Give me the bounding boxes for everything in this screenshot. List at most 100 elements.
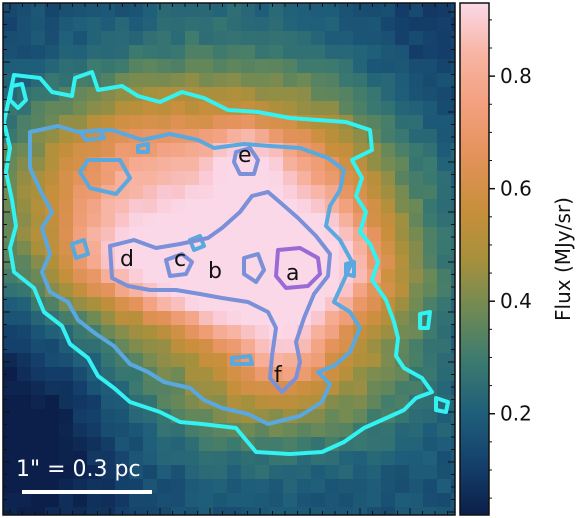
image-pixel	[17, 451, 32, 466]
image-pixel	[227, 129, 242, 144]
image-pixel	[59, 199, 74, 214]
image-pixel	[87, 59, 102, 74]
image-pixel	[213, 45, 228, 60]
contour-middle	[28, 124, 362, 426]
image-pixel	[115, 199, 130, 214]
image-pixel	[213, 381, 228, 396]
image-pixel	[255, 479, 270, 494]
image-pixel	[17, 381, 32, 396]
contour-core	[274, 246, 322, 290]
image-pixel	[409, 73, 424, 88]
image-pixel	[423, 465, 438, 480]
image-pixel	[339, 101, 354, 116]
image-pixel	[423, 73, 438, 88]
image-pixel	[381, 31, 396, 46]
image-pixel	[437, 367, 452, 382]
image-pixel	[171, 157, 186, 172]
image-pixel	[87, 241, 102, 256]
image-pixel	[59, 101, 74, 116]
image-pixel	[423, 255, 438, 270]
image-pixel	[185, 479, 200, 494]
image-pixel	[213, 353, 228, 368]
image-pixel	[381, 339, 396, 354]
image-pixel	[241, 3, 256, 18]
image-pixel	[101, 3, 116, 18]
image-pixel	[381, 143, 396, 158]
image-pixel	[185, 395, 200, 410]
scale-bar-label: 1" = 0.3 pc	[16, 457, 141, 482]
image-pixel	[255, 493, 270, 508]
image-pixel	[3, 17, 18, 32]
image-pixel	[423, 87, 438, 102]
image-pixel	[199, 507, 214, 515]
image-pixel	[59, 227, 74, 242]
image-pixel	[129, 17, 144, 32]
image-pixel	[115, 31, 130, 46]
image-pixel	[437, 325, 452, 340]
source-label-c: c	[174, 247, 186, 272]
image-pixel	[115, 311, 130, 326]
image-pixel	[31, 311, 46, 326]
image-pixel	[143, 227, 158, 242]
image-pixel	[17, 59, 32, 74]
image-pixel	[87, 17, 102, 32]
image-pixel	[353, 479, 368, 494]
image-pixel	[283, 73, 298, 88]
image-pixel	[451, 31, 455, 46]
image-pixel	[143, 73, 158, 88]
image-pixel	[367, 381, 382, 396]
image-pixel	[73, 283, 88, 298]
image-pixel	[339, 199, 354, 214]
image-pixel	[199, 31, 214, 46]
image-pixel	[45, 171, 60, 186]
image-pixel	[423, 339, 438, 354]
image-pixel	[339, 3, 354, 18]
image-pixel	[59, 3, 74, 18]
image-pixel	[381, 101, 396, 116]
image-pixel	[381, 381, 396, 396]
image-pixel	[101, 129, 116, 144]
source-label-d: d	[120, 247, 134, 272]
image-pixel	[157, 353, 172, 368]
image-pixel	[255, 3, 270, 18]
contour-inner-blob	[232, 146, 260, 176]
image-pixel	[129, 311, 144, 326]
image-pixel	[311, 185, 326, 200]
image-pixel	[325, 171, 340, 186]
image-pixel	[199, 409, 214, 424]
image-pixel	[451, 311, 455, 326]
image-pixel	[101, 45, 116, 60]
image-pixel	[157, 339, 172, 354]
image-pixel	[199, 171, 214, 186]
image-pixel	[409, 101, 424, 116]
image-pixel	[157, 297, 172, 312]
image-pixel	[269, 437, 284, 452]
image-pixel	[115, 213, 130, 228]
image-pixel	[45, 507, 60, 515]
image-pixel	[227, 213, 242, 228]
image-pixel	[143, 493, 158, 508]
image-pixel	[353, 339, 368, 354]
image-pixel	[269, 507, 284, 515]
image-pixel	[311, 213, 326, 228]
image-pixel	[255, 395, 270, 410]
colorbar-tick-label: 0.4	[500, 289, 532, 313]
image-pixel	[199, 59, 214, 74]
image-pixel	[297, 479, 312, 494]
image-pixel	[115, 479, 130, 494]
image-pixel	[283, 339, 298, 354]
image-pixel	[395, 241, 410, 256]
image-pixel	[143, 185, 158, 200]
image-pixel	[367, 87, 382, 102]
image-pixel	[283, 101, 298, 116]
image-pixel	[451, 479, 455, 494]
image-pixel	[311, 45, 326, 60]
image-pixel	[437, 87, 452, 102]
image-pixel	[437, 59, 452, 74]
image-pixel	[3, 409, 18, 424]
image-pixel	[59, 17, 74, 32]
image-pixel	[311, 59, 326, 74]
image-pixel	[409, 507, 424, 515]
image-pixel	[213, 171, 228, 186]
image-pixel	[213, 129, 228, 144]
